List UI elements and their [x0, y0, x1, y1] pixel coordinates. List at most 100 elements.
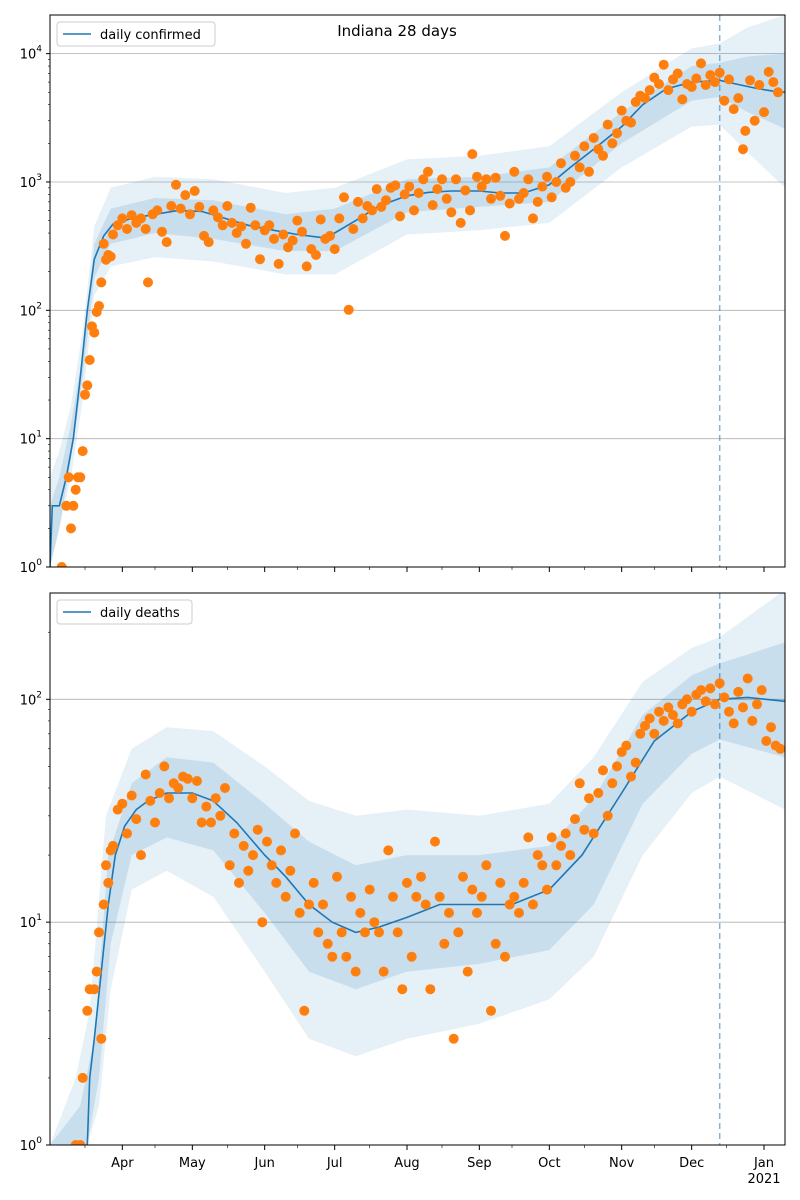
- chart-0-point-70: [334, 213, 345, 224]
- chart-0-point-55: [264, 220, 275, 231]
- chart-0-point-60: [287, 235, 298, 246]
- chart-0-point-101: [476, 181, 487, 192]
- chart-0-point-44: [213, 212, 223, 223]
- chart-0-point-121: [570, 150, 580, 161]
- chart-0-point-151: [710, 77, 720, 88]
- chart-0-point-89: [423, 166, 433, 177]
- chart-0-point-80: [381, 195, 391, 206]
- chart-1-point-98: [504, 899, 515, 910]
- chart-1-point-53: [294, 907, 305, 918]
- chart-0-point-91: [432, 184, 443, 195]
- chart-0-point-161: [754, 80, 765, 90]
- chart-1-point-72: [383, 845, 394, 856]
- chart-0-point-165: [773, 87, 783, 98]
- chart-0-point-78: [371, 184, 382, 195]
- chart-0-point-66: [315, 214, 326, 225]
- chart-1-point-62: [336, 927, 347, 938]
- chart-1-point-81: [425, 984, 436, 995]
- chart-1-point-67: [360, 927, 370, 938]
- chart-0-point-45: [217, 220, 228, 231]
- chart-0-legend-box: [56, 21, 216, 47]
- chart-0-point-94: [446, 207, 457, 218]
- chart-0-point-139: [654, 79, 664, 89]
- chart-0-point-106: [500, 230, 510, 241]
- chart-0-point-114: [537, 181, 548, 192]
- chart-1-point-19: [136, 850, 146, 861]
- chart-1-point-108: [551, 860, 562, 871]
- chart-0-point-11: [84, 355, 95, 365]
- chart-1-point-105: [537, 860, 548, 871]
- chart-0-point-148: [696, 58, 706, 69]
- chart-0-point-25: [126, 210, 137, 221]
- chart-1-point-150: [747, 715, 758, 726]
- chart-0-axes-frame: [49, 14, 786, 568]
- chart-0-point-31: [152, 205, 163, 216]
- chart-0-point-86: [409, 205, 419, 216]
- chart-0-point-120: [565, 177, 576, 187]
- chart-1-point-94: [486, 1005, 496, 1016]
- chart-1-point-23: [154, 788, 165, 798]
- chart-1-point-16: [122, 828, 132, 839]
- chart-1-point-125: [630, 757, 641, 768]
- chart-1-point-93: [481, 860, 492, 871]
- chart-1-point-71: [378, 966, 389, 977]
- chart-0-point-68: [325, 230, 335, 241]
- chart-0-point-90: [427, 200, 438, 211]
- chart-0-point-107: [504, 198, 515, 209]
- chart-1-point-38: [224, 860, 235, 871]
- chart-1-axes-frame: [49, 592, 786, 1146]
- chart-0-ytick-label-4: 104: [20, 45, 43, 63]
- chart-1-legend-label: daily deaths: [100, 606, 180, 621]
- chart-0-point-99: [467, 149, 478, 160]
- chart-1-xtick-label-1: May: [179, 1156, 206, 1171]
- chart-0-point-65: [311, 250, 321, 260]
- chart-0-point-9: [80, 389, 90, 400]
- chart-1-point-8: [96, 1033, 107, 1044]
- chart-1-point-75: [397, 984, 408, 995]
- chart-1-point-103: [528, 899, 538, 910]
- chart-0-point-118: [556, 158, 566, 169]
- chart-1-ytick-label-0: 100: [20, 1136, 43, 1154]
- chart-1-point-96: [495, 877, 506, 888]
- chart-0-point-49: [236, 221, 247, 232]
- chart-1-point-111: [565, 850, 576, 861]
- chart-1-point-87: [453, 927, 464, 938]
- chart-0-point-103: [486, 193, 496, 204]
- chart-0-point-154: [724, 74, 734, 85]
- chart-1-point-63: [341, 951, 352, 962]
- chart-1-point-1: [75, 1140, 86, 1145]
- chart-1-point-29: [182, 773, 193, 784]
- chart-0-ytick-label-0: 100: [20, 558, 43, 576]
- chart-0-point-17: [98, 238, 109, 249]
- chart-0-point-124: [584, 166, 594, 177]
- chart-1-point-86: [448, 1033, 459, 1044]
- chart-0-point-5: [70, 484, 81, 495]
- chart-0-point-20: [105, 251, 116, 262]
- chart-1-point-107: [546, 832, 557, 843]
- chart-1-point-59: [322, 938, 333, 949]
- chart-1-point-118: [598, 765, 608, 776]
- chart-1-point-50: [280, 891, 291, 902]
- chart-1-point-21: [145, 795, 156, 806]
- chart-0-point-50: [241, 238, 251, 249]
- chart-1-point-129: [649, 728, 660, 739]
- chart-1-point-10: [101, 860, 111, 871]
- chart-0-point-87: [413, 188, 424, 198]
- chart-0-point-104: [490, 172, 501, 183]
- chart-0-plot-area: [50, 15, 785, 567]
- chart-1-point-113: [574, 778, 585, 789]
- chart-0-point-57: [273, 258, 284, 269]
- chart-1-point-148: [738, 702, 748, 713]
- chart-0-ytick-label-2: 102: [20, 301, 42, 319]
- chart-0-point-33: [161, 237, 172, 248]
- chart-1-point-57: [313, 927, 324, 938]
- chart-0-point-143: [672, 68, 683, 79]
- chart-0-point-69: [329, 244, 340, 255]
- chart-1-point-40: [234, 877, 244, 888]
- chart-1-point-32: [196, 817, 207, 828]
- chart-1-point-110: [560, 828, 571, 839]
- chart-0-point-1: [61, 500, 72, 511]
- chart-0-point-62: [297, 226, 307, 237]
- chart-1-point-149: [742, 673, 753, 684]
- chart-1-point-58: [318, 899, 328, 910]
